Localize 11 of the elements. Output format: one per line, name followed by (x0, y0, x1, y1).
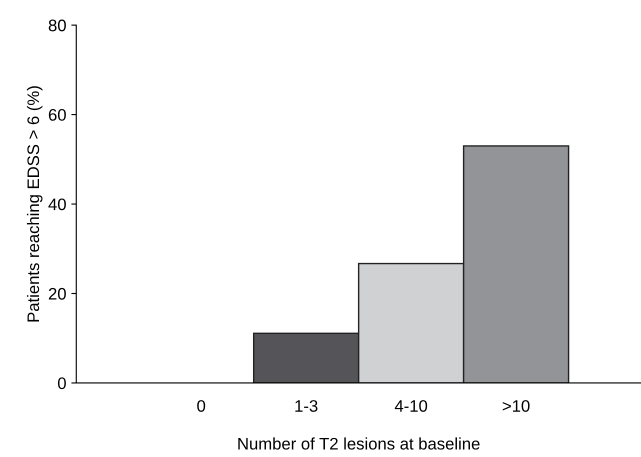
x-tick-label: 0 (197, 400, 206, 412)
y-axis-title: Patients reaching EDSS > 6 (%) (26, 86, 42, 322)
y-tick-label: 40 (48, 198, 66, 210)
x-tick-label: 1-3 (295, 400, 318, 412)
x-axis-title: Number of T2 lesions at baseline (238, 437, 480, 450)
y-tick-label: 0 (58, 377, 66, 390)
y-tick-label: 60 (48, 108, 66, 121)
x-tick-label: 4-10 (394, 400, 428, 412)
y-tick-label: 80 (48, 20, 66, 32)
x-tick-label: >10 (502, 400, 530, 412)
y-tick-label: 20 (48, 288, 66, 300)
